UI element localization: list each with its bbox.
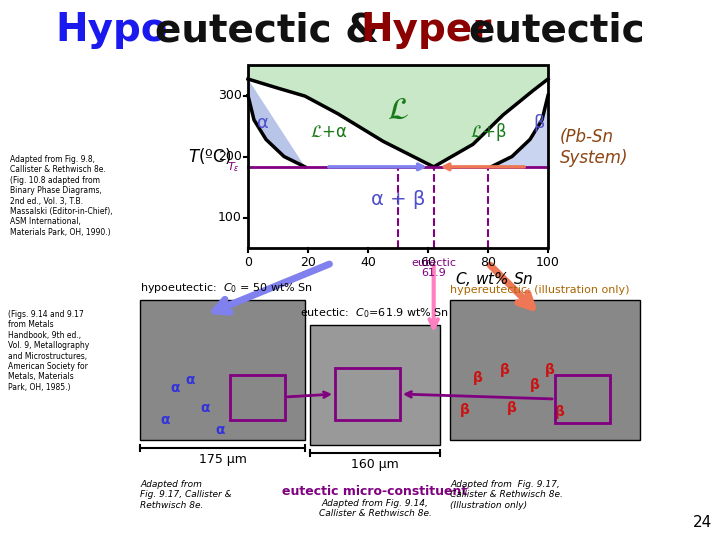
Bar	[140, 300, 305, 440]
Text: $\mathcal{L}$+β: $\mathcal{L}$+β	[469, 121, 506, 143]
Text: 20: 20	[300, 256, 316, 269]
Polygon shape	[491, 79, 548, 167]
Text: 300: 300	[218, 89, 242, 102]
Bar	[310, 325, 440, 445]
Text: β: β	[473, 371, 483, 385]
Text: $C$, wt% Sn: $C$, wt% Sn	[455, 270, 534, 288]
Text: (Pb-Sn
System): (Pb-Sn System)	[560, 128, 629, 167]
Bar	[335, 368, 400, 420]
Text: $\mathcal{L}$+α: $\mathcal{L}$+α	[310, 123, 348, 141]
Text: $T$(ºC): $T$(ºC)	[189, 146, 232, 166]
Text: Hyper: Hyper	[360, 11, 491, 49]
Text: $T_ε$: $T_ε$	[228, 160, 240, 174]
Text: β: β	[507, 401, 517, 415]
Text: β: β	[530, 378, 540, 392]
Text: eutectic:  $C_0$=61.9 wt% Sn: eutectic: $C_0$=61.9 wt% Sn	[300, 306, 449, 320]
Bar	[450, 300, 640, 440]
Text: $\mathcal{L}$: $\mathcal{L}$	[387, 96, 409, 125]
Polygon shape	[248, 79, 305, 167]
Text: eutectic: eutectic	[468, 11, 644, 49]
Text: eutectic &: eutectic &	[155, 11, 392, 49]
Text: eutectic: eutectic	[411, 258, 456, 268]
Text: α + β: α + β	[371, 190, 426, 208]
Text: 60: 60	[420, 256, 436, 269]
Text: hypereutectic: (illustration only): hypereutectic: (illustration only)	[450, 285, 629, 295]
Text: 100: 100	[536, 256, 560, 269]
Text: α: α	[185, 373, 194, 387]
Bar	[230, 375, 285, 420]
Text: α: α	[200, 401, 210, 415]
Text: hypoeutectic:  $C_0$ = 50 wt% Sn: hypoeutectic: $C_0$ = 50 wt% Sn	[140, 281, 313, 295]
Polygon shape	[248, 65, 548, 167]
Bar	[248, 65, 548, 248]
Text: α: α	[215, 423, 225, 437]
Text: β: β	[460, 403, 470, 417]
Text: 0: 0	[244, 256, 252, 269]
Text: Adapted from  Fig. 9.17,
Callister & Rethwisch 8e.
(Illustration only): Adapted from Fig. 9.17, Callister & Reth…	[450, 480, 563, 510]
Text: (Figs. 9.14 and 9.17
from Metals
Handbook, 9th ed.,
Vol. 9, Metallography
and Mi: (Figs. 9.14 and 9.17 from Metals Handboo…	[8, 310, 89, 392]
Text: Adapted from Fig. 9.14,
Callister & Rethwisch 8e.: Adapted from Fig. 9.14, Callister & Reth…	[318, 499, 431, 518]
Text: 40: 40	[360, 256, 376, 269]
Bar	[555, 375, 610, 423]
Text: 175 μm: 175 μm	[199, 453, 246, 466]
Text: α: α	[170, 381, 180, 395]
Text: 61.9: 61.9	[421, 268, 446, 278]
Text: eutectic micro-constituent: eutectic micro-constituent	[282, 485, 467, 498]
Text: α: α	[161, 413, 170, 427]
Text: 80: 80	[480, 256, 496, 269]
Text: Adapted from
Fig. 9.17, Callister &
Rethwisch 8e.: Adapted from Fig. 9.17, Callister & Reth…	[140, 480, 232, 510]
Text: β: β	[534, 114, 545, 132]
Text: 160 μm: 160 μm	[351, 458, 399, 471]
Text: 24: 24	[693, 515, 712, 530]
Text: Adapted from Fig. 9.8,
Callister & Rethwisch 8e.
(Fig. 10.8 adapted from
Binary : Adapted from Fig. 9.8, Callister & Rethw…	[10, 155, 112, 237]
Text: α: α	[257, 114, 269, 132]
Text: β: β	[500, 363, 510, 377]
Bar	[248, 65, 548, 248]
Text: β: β	[545, 363, 555, 377]
Text: Hypo: Hypo	[55, 11, 168, 49]
Text: 200: 200	[218, 150, 242, 163]
Text: 100: 100	[218, 211, 242, 224]
Text: β: β	[555, 405, 565, 419]
